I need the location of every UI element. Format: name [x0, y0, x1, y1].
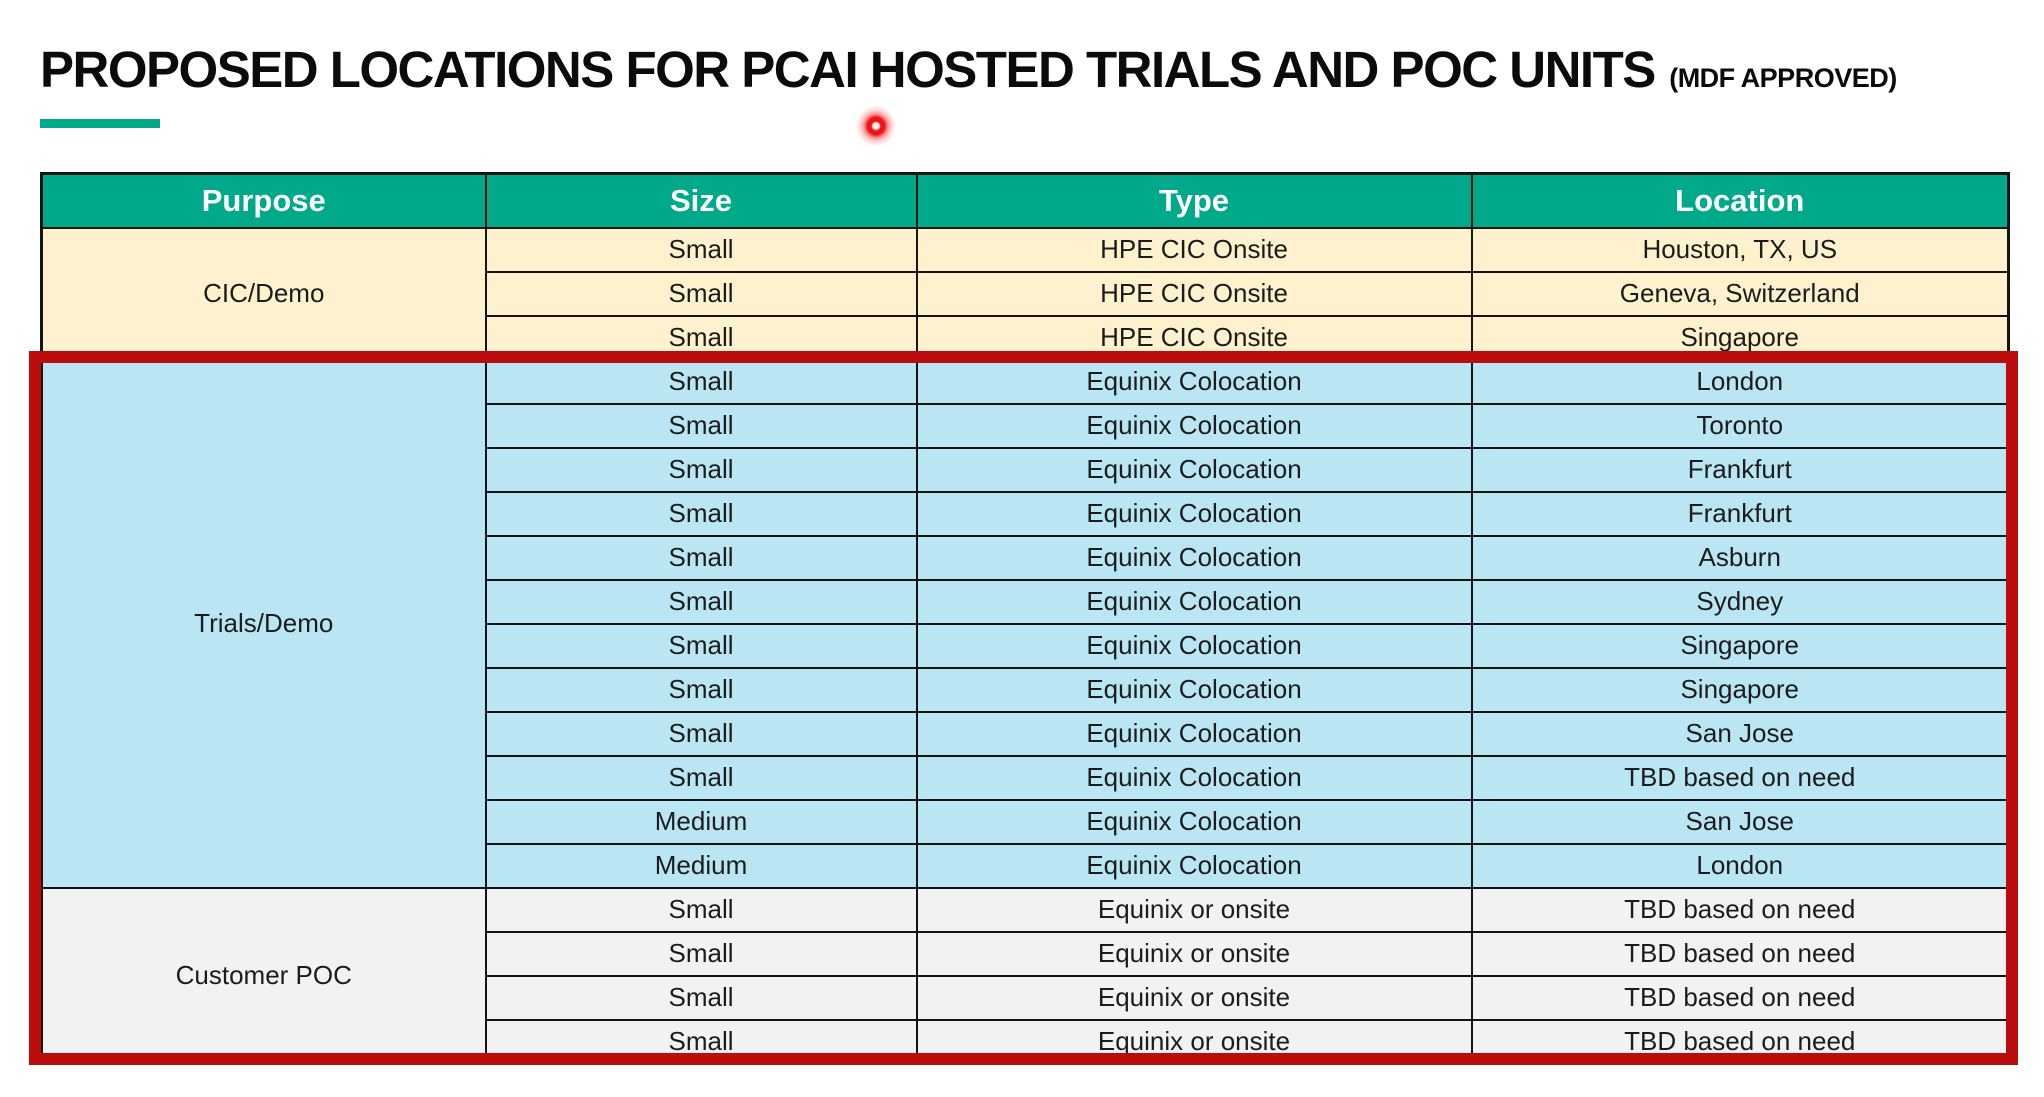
type-cell: Equinix Colocation	[915, 490, 1473, 537]
table-row: Small Equinix Colocation Singapore	[42, 622, 2010, 669]
size-cell: Small	[484, 886, 918, 933]
page-title-suffix: (MDF APPROVED)	[1669, 63, 1897, 93]
size-cell: Medium	[484, 798, 918, 845]
location-cell: San Jose	[1470, 710, 2010, 757]
table-row: Small Equinix Colocation Asburn	[42, 534, 2010, 581]
column-header-size: Size	[484, 172, 918, 229]
location-cell: London	[1470, 358, 2010, 405]
table-row: CIC/Demo Small HPE CIC Onsite Houston, TX, …	[40, 226, 2010, 361]
type-cell: Equinix or onsite	[915, 974, 1473, 1021]
location-cell: TBD based on need	[1470, 1018, 2010, 1065]
table-row: Small Equinix Colocation Sydney	[42, 578, 2010, 625]
table-row: Small Equinix or onsite TBD based on need	[42, 930, 2010, 977]
table-row: Small Equinix Colocation San Jose	[42, 710, 2010, 757]
type-cell: Equinix Colocation	[915, 578, 1473, 625]
location-cell: Asburn	[1470, 534, 2010, 581]
size-cell: Medium	[484, 842, 918, 889]
page-title-text: PROPOSED LOCATIONS FOR PCAI HOSTED TRIAL…	[40, 41, 1656, 98]
table-row: Trials/Demo Small Equinix Colocation London	[40, 358, 2010, 889]
table-row: Small Equinix or onsite TBD based on need	[42, 974, 2010, 1021]
table-row: Customer POC Small Equinix or onsite TBD ba…	[40, 886, 2010, 1065]
size-cell: Small	[484, 930, 918, 977]
type-cell: Equinix Colocation	[915, 622, 1473, 669]
location-cell: Geneva, Switzerland	[1470, 270, 2010, 317]
size-cell: Small	[484, 622, 918, 669]
location-cell: Singapore	[1470, 622, 2010, 669]
location-cell: TBD based on need	[1470, 930, 2010, 977]
size-cell: Small	[484, 754, 918, 801]
location-cell: TBD based on need	[1470, 754, 2010, 801]
size-cell: Small	[484, 402, 918, 449]
purpose-cell-poc: Customer POC	[40, 886, 487, 1065]
size-cell: Small	[484, 314, 918, 361]
page-title: PROPOSED LOCATIONS FOR PCAI HOSTED TRIAL…	[40, 40, 2020, 99]
size-cell: Small	[484, 446, 918, 493]
type-cell: HPE CIC Onsite	[915, 226, 1473, 273]
type-cell: Equinix Colocation	[915, 446, 1473, 493]
size-cell: Small	[484, 974, 918, 1021]
location-cell: Frankfurt	[1470, 490, 2010, 537]
size-cell: Small	[484, 710, 918, 757]
type-cell: Equinix Colocation	[915, 402, 1473, 449]
column-header-location: Location	[1470, 172, 2010, 229]
type-cell: Equinix Colocation	[915, 754, 1473, 801]
type-cell: Equinix or onsite	[915, 1018, 1473, 1065]
location-cell: London	[1470, 842, 2010, 889]
table-row: Small HPE CIC Onsite Geneva, Switzerland	[42, 270, 2010, 317]
type-cell: HPE CIC Onsite	[915, 270, 1473, 317]
location-cell: TBD based on need	[1470, 974, 2010, 1021]
table-body: CIC/Demo Small HPE CIC Onsite Houston, TX, …	[40, 226, 2010, 1065]
size-cell: Small	[484, 1018, 918, 1065]
type-cell: Equinix Colocation	[915, 710, 1473, 757]
size-cell: Small	[484, 270, 918, 317]
size-cell: Small	[484, 226, 918, 273]
size-cell: Small	[484, 534, 918, 581]
type-cell: Equinix Colocation	[915, 842, 1473, 889]
size-cell: Small	[484, 490, 918, 537]
laser-pointer-dot	[856, 106, 896, 146]
location-cell: Toronto	[1470, 402, 2010, 449]
type-cell: Equinix Colocation	[915, 534, 1473, 581]
location-cell: Singapore	[1470, 314, 2010, 361]
type-cell: Equinix or onsite	[915, 930, 1473, 977]
table-row: Small Equinix Colocation TBD based on need	[42, 754, 2010, 801]
table-row: Small Equinix Colocation Toronto	[42, 402, 2010, 449]
type-cell: Equinix Colocation	[915, 666, 1473, 713]
table-header-row: Purpose Size Type Location	[40, 172, 2010, 229]
table-row: Medium Equinix Colocation San Jose	[42, 798, 2010, 845]
purpose-cell-cic: CIC/Demo	[40, 226, 487, 361]
location-cell: San Jose	[1470, 798, 2010, 845]
table-row: Small Equinix Colocation Singapore	[42, 666, 2010, 713]
purpose-cell-trials: Trials/Demo	[40, 358, 487, 889]
size-cell: Small	[484, 358, 918, 405]
location-cell: Singapore	[1470, 666, 2010, 713]
type-cell: Equinix Colocation	[915, 798, 1473, 845]
title-accent-bar	[40, 119, 160, 128]
column-header-type: Type	[915, 172, 1473, 229]
table-row: Small Equinix Colocation Frankfurt	[42, 446, 2010, 493]
size-cell: Small	[484, 666, 918, 713]
location-cell: Frankfurt	[1470, 446, 2010, 493]
column-header-purpose: Purpose	[40, 172, 487, 229]
type-cell: Equinix Colocation	[915, 358, 1473, 405]
location-cell: Sydney	[1470, 578, 2010, 625]
size-cell: Small	[484, 578, 918, 625]
location-cell: Houston, TX, US	[1470, 226, 2010, 273]
type-cell: Equinix or onsite	[915, 886, 1473, 933]
locations-table: Purpose Size Type Location CIC/Demo Small…	[40, 172, 2010, 1065]
table-header: Purpose Size Type Location	[40, 172, 2010, 229]
table-row: Small Equinix Colocation Frankfurt	[42, 490, 2010, 537]
table-row: Medium Equinix Colocation London	[42, 842, 2010, 889]
location-cell: TBD based on need	[1470, 886, 2010, 933]
type-cell: HPE CIC Onsite	[915, 314, 1473, 361]
